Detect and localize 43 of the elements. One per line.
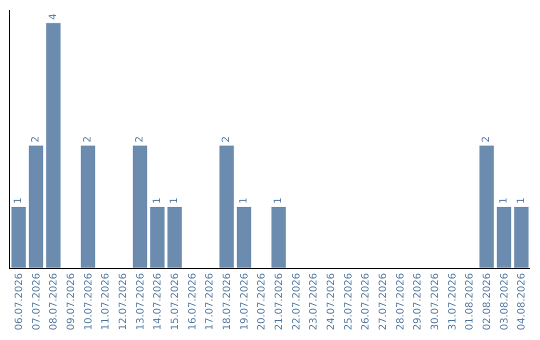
- x-tick-label: 17.07.2026: [204, 273, 216, 330]
- x-tick-label: 16.07.2026: [187, 273, 198, 330]
- data-label: 4: [48, 14, 59, 20]
- data-label: 1: [238, 197, 250, 204]
- x-tick-label: 07.07.2026: [31, 273, 42, 330]
- x-tick-label: 20.07.2026: [256, 273, 268, 330]
- x-tick-label: 21.07.2026: [274, 273, 285, 330]
- x-tick-label: 29.07.2026: [412, 273, 424, 330]
- x-tick-label: 02.08.2026: [482, 273, 493, 330]
- x-tick-label: 18.07.2026: [222, 273, 233, 330]
- x-tick-label: 24.07.2026: [326, 273, 337, 330]
- x-tick-label: 15.07.2026: [170, 273, 181, 330]
- data-label: 2: [134, 136, 146, 142]
- data-label: 1: [152, 197, 163, 204]
- x-tick-label: 19.07.2026: [239, 273, 250, 330]
- x-tick-label: 26.07.2026: [360, 273, 372, 330]
- x-tick-label: 12.07.2026: [118, 273, 129, 330]
- x-tick-label: 09.07.2026: [66, 273, 77, 330]
- data-label: 1: [498, 197, 510, 204]
- x-tick-label: 30.07.2026: [430, 273, 441, 330]
- x-tick-label: 03.08.2026: [499, 273, 510, 330]
- x-tick-label: 06.07.2026: [14, 273, 25, 330]
- x-tick-label: 11.07.2026: [100, 273, 112, 330]
- x-tick-label: 10.07.2026: [83, 273, 94, 330]
- x-tick-label: 22.07.2026: [291, 273, 302, 330]
- x-tick-label: 27.07.2026: [378, 273, 389, 330]
- x-tick-label: 08.07.2026: [48, 273, 60, 330]
- data-label: 2: [82, 136, 94, 142]
- x-tick-label: 13.07.2026: [135, 273, 146, 330]
- data-label: 1: [516, 197, 527, 204]
- x-tick-label: 31.07.2026: [447, 273, 458, 330]
- data-label: 2: [221, 136, 232, 142]
- x-tick-label: 04.08.2026: [516, 273, 528, 330]
- x-tick-label: 28.07.2026: [395, 273, 406, 330]
- data-label: 1: [13, 197, 24, 204]
- x-tick-label: 01.08.2026: [464, 273, 476, 330]
- x-tick-label: 23.07.2026: [308, 273, 320, 330]
- x-tick-label: 25.07.2026: [343, 273, 354, 330]
- data-label: 1: [273, 197, 284, 204]
- x-tick-label: 14.07.2026: [152, 273, 164, 330]
- data-label: 2: [30, 136, 42, 142]
- data-label: 2: [481, 136, 492, 142]
- data-label: 1: [169, 197, 180, 204]
